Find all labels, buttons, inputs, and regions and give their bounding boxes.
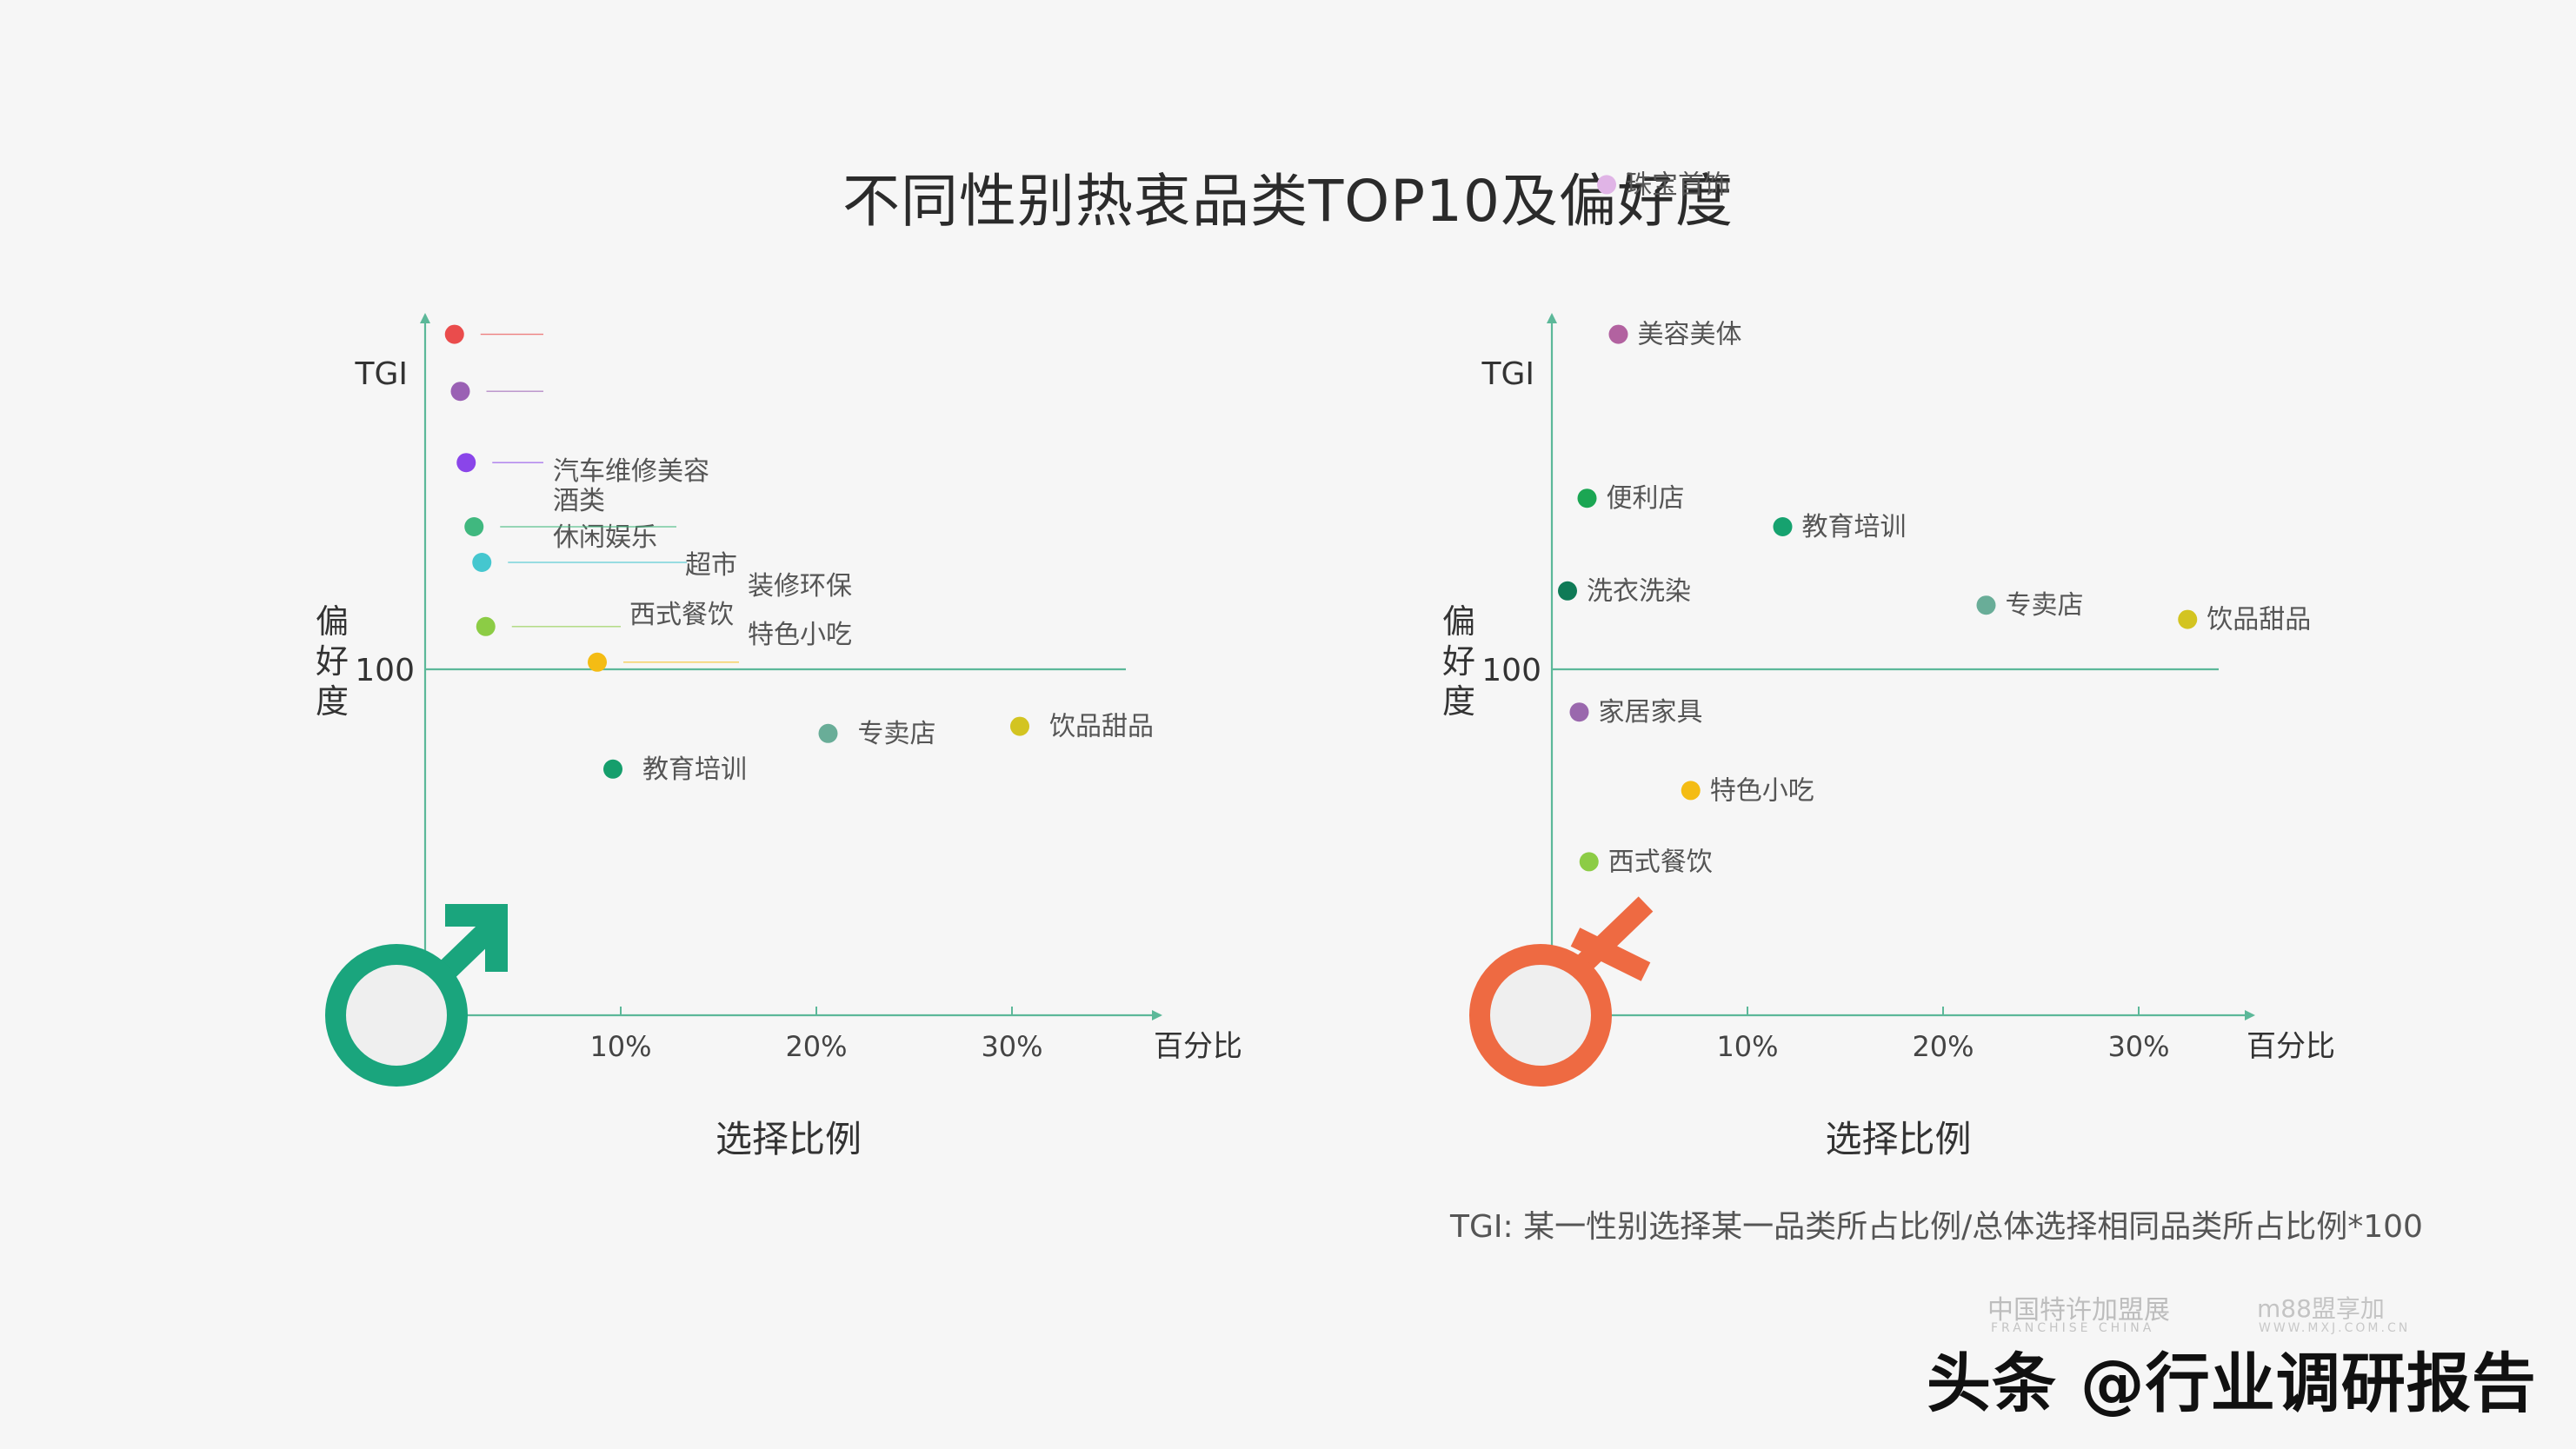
franchise-china-watermark-sub: FRANCHISE CHINA [1991, 1321, 2155, 1335]
female-point-1 [1608, 324, 1628, 344]
male-point-label-6: 特色小吃 [748, 620, 852, 650]
male-point-label-4: 装修环保 [748, 571, 852, 602]
female-x-tick-label-0: 10% [1716, 1030, 1778, 1063]
female-reference-label: 100 [1481, 653, 1541, 688]
franchise-china-watermark: 中国特许加盟展 [1987, 1295, 2170, 1326]
male-point-6 [588, 652, 607, 672]
female-point-8 [1681, 781, 1701, 801]
male-point-5 [476, 616, 496, 636]
male-point-7 [603, 759, 622, 779]
female-point-7 [1569, 702, 1589, 722]
female-point-6 [2178, 609, 2198, 629]
female-point-label-9: 西式餐饮 [1608, 847, 1713, 877]
male-point-9 [1010, 716, 1029, 736]
female-point-label-0: 珠宝首饰 [1626, 169, 1730, 200]
male-y-axis-top-label: TGI [354, 356, 408, 392]
male-point-label-1: 酒类 [553, 486, 605, 516]
male-point-1 [450, 382, 470, 402]
female-point-label-8: 特色小吃 [1710, 775, 1814, 806]
female-x-tick-label-2: 30% [2107, 1030, 2169, 1063]
male-point-label-9: 饮品甜品 [1049, 712, 1154, 742]
female-x-tick-label-1: 20% [1912, 1030, 1974, 1063]
male-point-8 [818, 723, 838, 743]
male-y-axis-side-label-1: 好 [316, 642, 349, 681]
male-y-axis-side-label-0: 偏 [316, 602, 349, 641]
male-point-label-2: 休闲娱乐 [553, 522, 657, 553]
male-point-3 [464, 517, 484, 536]
male-point-label-5: 西式餐饮 [629, 600, 734, 630]
female-point-label-3: 洗衣洗染 [1587, 576, 1691, 607]
male-point-label-8: 专卖店 [858, 719, 936, 749]
female-point-4 [1773, 517, 1793, 536]
female-y-axis-top-label: TGI [1481, 356, 1534, 392]
female-point-0 [1597, 175, 1616, 195]
male-point-2 [456, 453, 476, 473]
mxj-watermark-sub: WWW.MXJ.COM.CN [2259, 1321, 2411, 1335]
male-x-tick-label-2: 30% [981, 1030, 1042, 1063]
male-x-axis-title: 选择比例 [716, 1118, 862, 1160]
female-point-label-4: 教育培训 [1802, 512, 1907, 542]
female-symbol-icon [1469, 896, 1654, 1087]
female-point-label-5: 专卖店 [2006, 590, 2084, 621]
male-x-tick-label-1: 20% [785, 1030, 847, 1063]
male-x-axis-end-label: 百分比 [1154, 1029, 1242, 1064]
female-point-label-2: 便利店 [1607, 483, 1685, 514]
male-point-label-0: 汽车维修美容 [553, 456, 709, 487]
male-point-0 [444, 324, 464, 344]
male-reference-label: 100 [355, 653, 415, 688]
mxj-watermark: m88盟享加 [2257, 1294, 2385, 1323]
female-point-label-1: 美容美体 [1638, 320, 1742, 350]
female-y-axis-side-label-2: 度 [1442, 682, 1475, 721]
credit-watermark: 头条 @行业调研报告 [1927, 1346, 2537, 1421]
male-symbol-icon [325, 904, 508, 1087]
female-point-3 [1558, 581, 1577, 601]
female-point-9 [1579, 852, 1599, 872]
female-point-5 [1976, 595, 1996, 615]
female-y-axis-side-label-0: 偏 [1442, 602, 1475, 641]
female-y-axis-side-label-1: 好 [1442, 642, 1475, 681]
male-point-label-3: 超市 [685, 550, 737, 581]
female-point-2 [1577, 489, 1597, 508]
male-point-4 [472, 553, 492, 572]
female-point-label-6: 饮品甜品 [2207, 605, 2311, 635]
male-point-label-7: 教育培训 [642, 754, 747, 785]
chart-title: 不同性别热衷品类TOP10及偏好度 [842, 168, 1734, 235]
female-x-axis-title: 选择比例 [1825, 1118, 1971, 1160]
female-x-axis-end-label: 百分比 [2247, 1029, 2335, 1064]
female-point-label-7: 家居家具 [1599, 697, 1703, 728]
male-x-tick-label-0: 10% [589, 1030, 651, 1063]
male-y-axis-side-label-2: 度 [316, 682, 349, 721]
tgi-footnote: TGI: 某一性别选择某一品类所占比例/总体选择相同品类所占比例*100 [1450, 1209, 2423, 1245]
